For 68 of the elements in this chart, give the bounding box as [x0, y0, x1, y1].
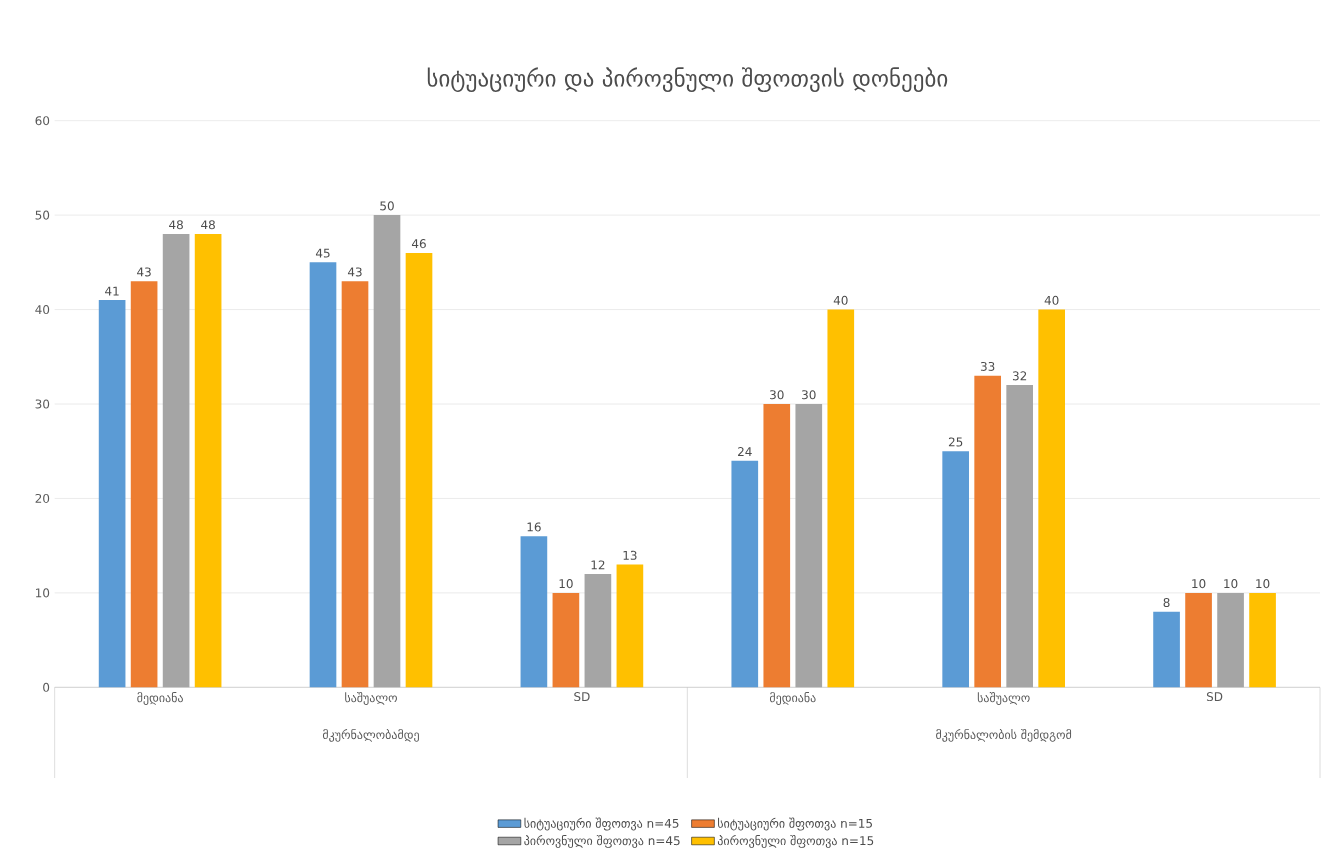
x-tick-label: საშუალო: [977, 692, 1030, 705]
text: მკურნალობამდე: [322, 728, 419, 742]
bar: [309, 262, 337, 688]
legend-label: პიროვნული შფოთვა n=45: [524, 834, 680, 848]
bar: [130, 281, 158, 688]
x-tick-label: SD: [1206, 692, 1223, 702]
y-tick-label: 20: [35, 493, 50, 503]
bar: [162, 234, 190, 688]
data-label: 30: [802, 390, 816, 400]
data-label: 43: [137, 267, 151, 277]
data-label: 40: [1044, 295, 1059, 305]
data-label: 10: [1256, 579, 1270, 589]
y-tick-label: 10: [36, 588, 50, 598]
data-label: 40: [833, 295, 848, 305]
data-label: 32: [1012, 371, 1027, 381]
data-label: 50: [380, 201, 394, 211]
y-tick-label: 40: [35, 305, 50, 315]
bar: [795, 404, 823, 688]
bar: [1185, 592, 1212, 688]
data-label: 41: [105, 286, 119, 296]
data-label: 48: [169, 220, 183, 230]
data-label: 25: [948, 437, 963, 447]
data-label: 10: [1224, 579, 1238, 589]
chart-title: სიტუაციური და პიროვნული შფოთვის დონეები: [427, 67, 948, 92]
y-tick-label: 50: [35, 210, 50, 220]
bar: [974, 375, 1002, 688]
bar: [1038, 309, 1066, 688]
bar: [1006, 385, 1034, 688]
x-tick-label: საშუალო: [345, 692, 397, 705]
data-label: 30: [770, 390, 784, 400]
data-label: 10: [1192, 579, 1206, 589]
data-label: 46: [411, 239, 426, 249]
legend-label: პიროვნული შფოთვა n=15: [717, 834, 874, 848]
data-label: 13: [623, 550, 637, 560]
bar: [1153, 611, 1180, 688]
bar: [616, 564, 644, 688]
bar: [405, 252, 433, 688]
data-label: 24: [738, 447, 752, 456]
data-label: 8: [1163, 597, 1170, 608]
bar: [194, 234, 222, 688]
data-label: 45: [315, 248, 330, 258]
text: მკურნალობის შემდგომ: [936, 728, 1072, 742]
bar: [341, 281, 369, 688]
data-label: 16: [527, 522, 541, 532]
bar: [520, 536, 548, 688]
legend-label: სიტუაციური შფოთვა n=15: [718, 817, 872, 831]
bar: [373, 215, 401, 688]
bar: [1217, 592, 1244, 688]
data-label: 33: [980, 361, 995, 371]
x-tick-label: მედიანა: [769, 692, 816, 705]
bar: [731, 460, 759, 688]
bar: [584, 574, 612, 688]
y-tick-label: 30: [35, 399, 50, 409]
bar: [942, 451, 970, 688]
y-tick-label: 60: [35, 116, 50, 126]
bar: [1249, 592, 1276, 688]
data-label: 48: [201, 220, 215, 230]
data-label: 10: [559, 579, 573, 589]
bar: [763, 404, 791, 688]
y-tick-label: 0: [43, 682, 50, 692]
data-label: 12: [591, 560, 605, 570]
bar: [827, 309, 855, 688]
bar: [98, 300, 126, 688]
bar: [552, 592, 580, 688]
x-tick-label: SD: [574, 692, 590, 702]
legend-label: სიტუაციური შფოთვა n=45: [524, 817, 679, 831]
x-tick-label: მედიანა: [137, 692, 183, 705]
data-label: 43: [347, 267, 362, 277]
